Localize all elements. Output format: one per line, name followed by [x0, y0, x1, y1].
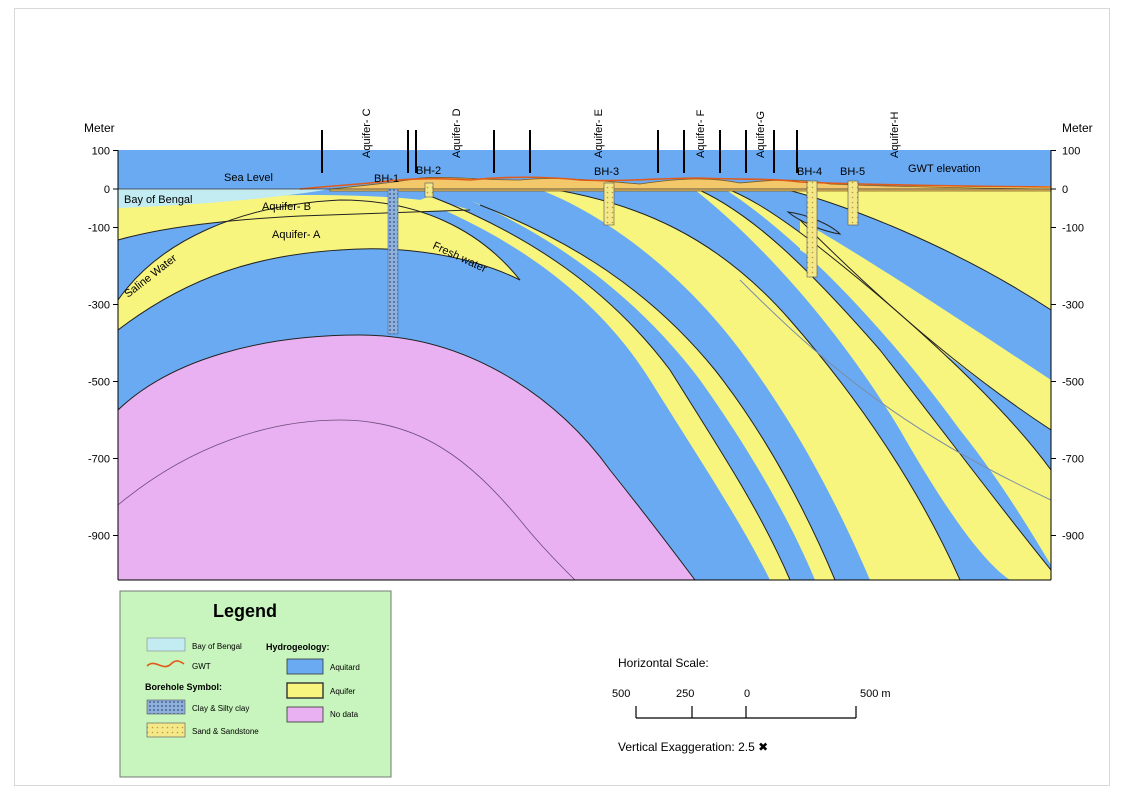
legend-title: Legend [213, 601, 277, 621]
y-tick-label-right: -100 [1062, 223, 1084, 235]
aquifer-b-label: Aquifer- B [262, 201, 311, 213]
vertical-exaggeration: Vertical Exaggeration: 2.5 ✖ [618, 740, 768, 754]
scale-tick-500-m: 500 m [860, 688, 891, 700]
legend-label-bay: Bay of Bengal [192, 642, 242, 651]
borehole-column-bh-4 [806, 180, 818, 278]
y-axis-unit-right: Meter [1062, 121, 1093, 135]
borehole-label-bh-4: BH-4 [797, 166, 822, 178]
aquifer-band-e [530, 186, 960, 580]
y-tick-label-left: -900 [88, 531, 110, 543]
borehole-column-bh-2 [424, 182, 434, 198]
borehole-column-bh-1 [387, 188, 399, 335]
y-tick-label-left: -700 [88, 454, 110, 466]
aquifer-label-d: Aquifer- D [451, 108, 463, 158]
y-tick-label-right: 100 [1062, 146, 1080, 158]
aquifer-label-c: Aquifer- C [361, 108, 373, 158]
strata [118, 150, 1051, 580]
borehole-column-bh-3 [603, 182, 615, 226]
borehole-label-bh-3: BH-3 [594, 166, 619, 178]
y-tick-label-right: 0 [1062, 184, 1068, 196]
aquifer-top-wedge [118, 195, 470, 240]
gwt-line [299, 176, 1051, 190]
legend-swatch-no-data [286, 706, 324, 723]
scale-tick-0: 0 [744, 688, 750, 700]
aquifer-label-f: Aquifer- F [695, 109, 707, 158]
scale-tick-250: 250 [676, 688, 694, 700]
borehole-label-bh-2: BH-2 [416, 165, 441, 177]
legend-swatch-aquifer [286, 682, 324, 699]
aquifer-band-e-thin [470, 200, 835, 580]
legend-gwt-line-icon [146, 660, 185, 668]
scale-tick-500-left: 500 [612, 688, 630, 700]
aquifer-band-h-lower [800, 220, 1051, 430]
figure-frame [14, 8, 1110, 786]
legend-swatch-aquitard [286, 658, 324, 675]
aquifer-band-d [420, 196, 790, 580]
aquifer-label-h: Aquifer-H [889, 111, 901, 158]
borehole-label-bh-5: BH-5 [840, 166, 865, 178]
y-tick-label-right: -900 [1062, 531, 1084, 543]
y-axis-unit-left: Meter [84, 121, 115, 135]
no-data-zone [118, 335, 695, 580]
scale-title: Horizontal Scale: [618, 656, 709, 670]
bay-of-bengal-label: Bay of Bengal [124, 194, 193, 206]
y-tick-label-left: 100 [92, 146, 110, 158]
no-data-internal-line [118, 419, 576, 580]
legend-hydro-heading: Hydrogeology: [266, 642, 330, 652]
bay-of-bengal-water [118, 189, 330, 208]
legend-label-gwt: GWT [192, 662, 211, 671]
aquifer-boundary-ticks [321, 130, 798, 173]
legend-label-sand: Sand & Sandstone [192, 727, 259, 736]
borehole-label-bh-1: BH-1 [374, 173, 399, 185]
aquifer-a-b-lens [118, 200, 520, 330]
y-tick-label-left: -500 [88, 377, 110, 389]
y-tick-label-left: -300 [88, 300, 110, 312]
surface-strip [329, 177, 1051, 192]
legend-box [119, 590, 392, 778]
legend-swatch-sand [146, 722, 186, 738]
legend: Legend Bay of Bengal GWT Borehole Symbol… [119, 590, 392, 778]
sea-level-label: Sea Level [224, 172, 273, 184]
aquifer-band-f [690, 186, 1051, 580]
legend-label-clay: Clay & Silty clay [192, 704, 249, 713]
y-tick-label-left: 0 [104, 184, 110, 196]
legend-label-aquitard: Aquitard [330, 663, 360, 672]
legend-label-aquifer: Aquifer [330, 687, 356, 696]
boreholes [387, 180, 859, 335]
aquifer-a-label: Aquifer- A [272, 229, 321, 241]
y-tick-label-right: -700 [1062, 454, 1084, 466]
gwt-elevation-label: GWT elevation [908, 163, 981, 175]
legend-label-no-data: No data [330, 710, 359, 719]
y-axis-ticks: 100 100 0 0 -100 -100 -300 -300 -500 -500 -700 -700… [88, 146, 1084, 543]
legend-borehole-heading: Borehole Symbol: [145, 682, 222, 692]
scale-bar [635, 706, 857, 719]
y-tick-label-right: -500 [1062, 377, 1084, 389]
y-tick-label-left: -100 [88, 223, 110, 235]
borehole-column-bh-5 [847, 180, 859, 226]
aquifer-band-h [770, 186, 1051, 310]
aquifer-label-g: Aquifer-G [755, 111, 767, 158]
legend-swatch-clay [146, 699, 186, 715]
aquifer-label-e: Aquifer- E [593, 109, 605, 158]
legend-swatch-bay [146, 637, 186, 652]
y-tick-label-right: -300 [1062, 300, 1084, 312]
stratum-boundaries [118, 185, 1051, 580]
